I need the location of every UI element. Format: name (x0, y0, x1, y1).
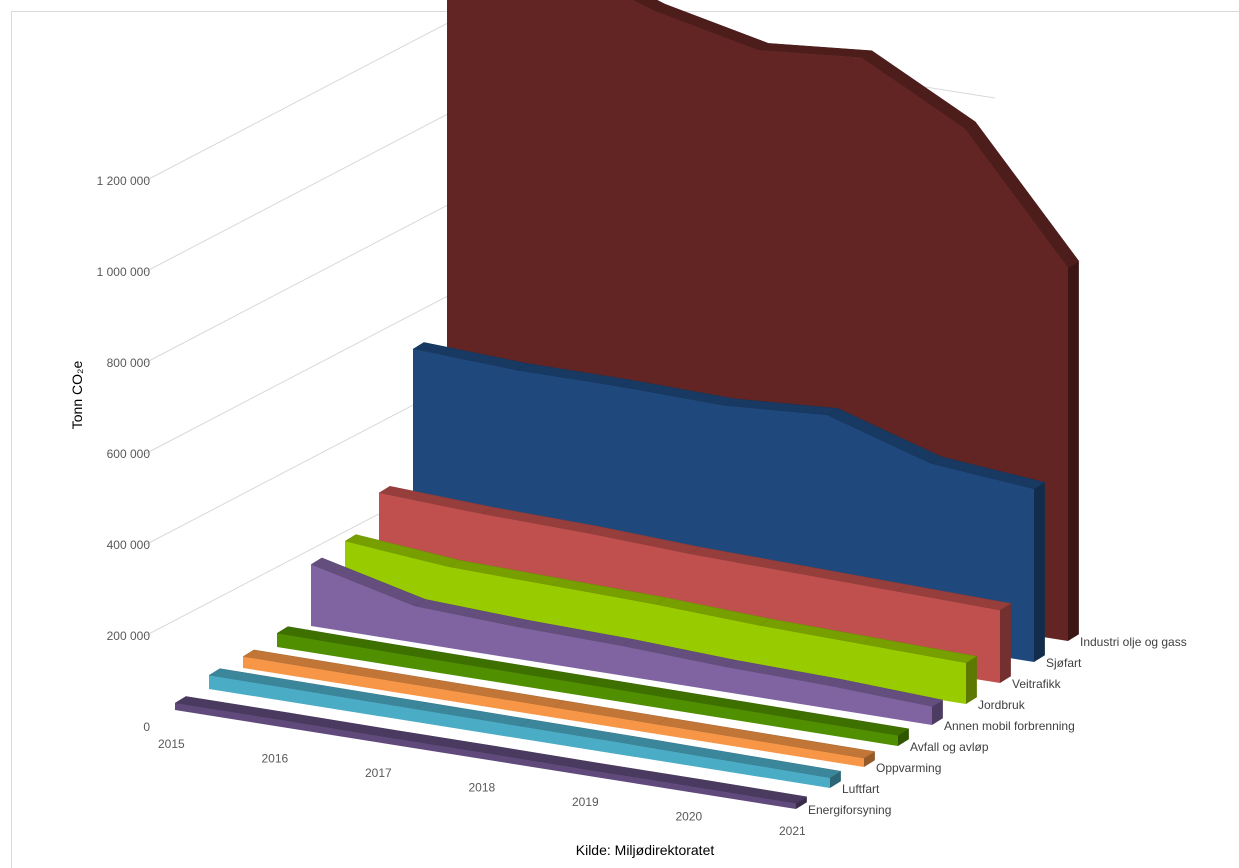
series-area (208, 668, 842, 788)
area-side-face (932, 700, 943, 725)
y-tick-label: 200 000 (107, 629, 151, 643)
chart-caption: Kilde: Miljødirektoratet (576, 842, 715, 858)
y-tick-label: 1 000 000 (97, 265, 151, 279)
area-front-face (345, 541, 966, 704)
series-label: Avfall og avløp (910, 740, 989, 754)
x-tick-label: 2018 (469, 781, 496, 795)
series-area (174, 696, 808, 809)
series-label: Annen mobil forbrenning (944, 719, 1075, 733)
area-side-face (1068, 261, 1079, 641)
y-tick-label: 1 200 000 (97, 174, 151, 188)
series-label: Luftfart (842, 782, 880, 796)
y-axis-label: Tonn CO₂e (69, 361, 85, 430)
area-front-face (277, 633, 898, 746)
y-tick-label: 0 (143, 720, 150, 734)
x-tick-label: 2020 (676, 810, 703, 824)
area-front-face (243, 656, 864, 767)
y-tick-label: 400 000 (107, 538, 151, 552)
y-tick-label: 600 000 (107, 447, 151, 461)
series-label: Sjøfart (1046, 656, 1082, 670)
area-front-face (311, 564, 932, 725)
area-front-face (209, 675, 830, 788)
series-area (344, 534, 978, 704)
y-tick-label: 800 000 (107, 356, 151, 370)
area-side-face (898, 728, 909, 746)
area-side-face (796, 796, 807, 809)
series-label: Industri olje og gass (1080, 635, 1187, 649)
series-area (242, 649, 876, 767)
area-front-face (175, 703, 796, 809)
area-side-face (864, 751, 875, 767)
series-label: Jordbruk (978, 698, 1026, 712)
series-label: Energiforsyning (808, 803, 891, 817)
x-tick-label: 2016 (262, 752, 289, 766)
area-side-face (830, 771, 841, 788)
area-side-face (966, 656, 977, 704)
series-label: Oppvarming (876, 761, 941, 775)
x-tick-label: 2019 (572, 795, 599, 809)
series-area (310, 557, 944, 725)
area-side-face (1034, 482, 1045, 662)
series-label: Veitrafikk (1012, 677, 1062, 691)
series-area (276, 626, 910, 746)
x-tick-label: 2017 (365, 766, 392, 780)
x-tick-label: 2021 (779, 824, 806, 838)
x-tick-label: 2015 (158, 737, 185, 751)
area-side-face (1000, 603, 1011, 683)
